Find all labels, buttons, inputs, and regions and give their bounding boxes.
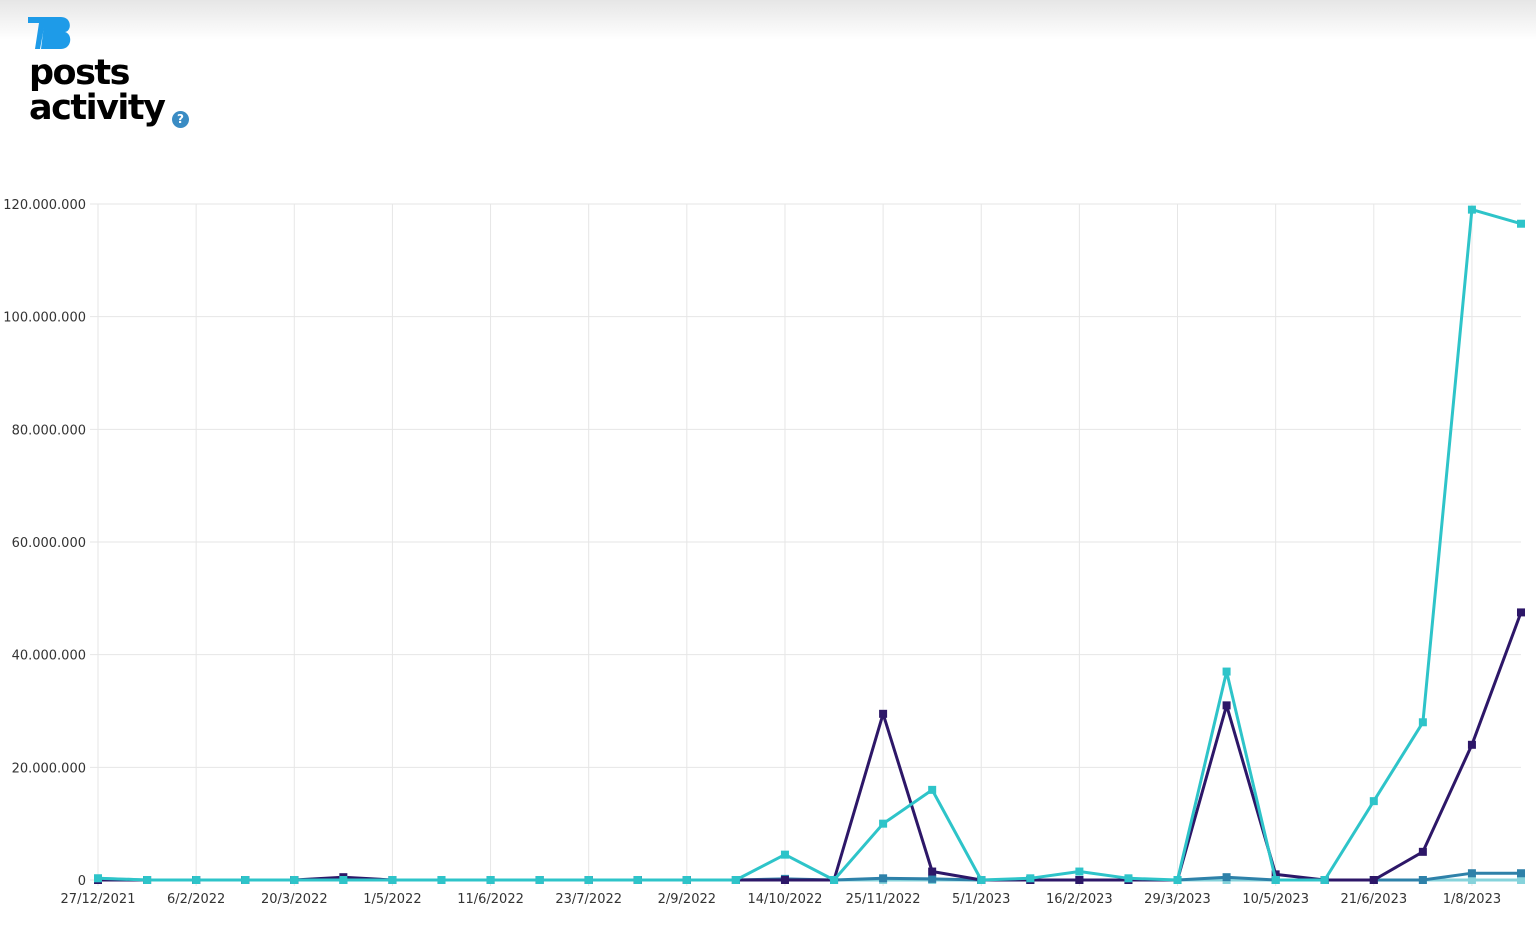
series-purple-point <box>780 876 789 884</box>
title-line-2: activity <box>29 88 166 128</box>
series-teal-point <box>94 874 102 883</box>
series-purple-line <box>98 611 1523 882</box>
series-teal-point <box>192 876 201 884</box>
x-tick-label: 10/5/2023 <box>1242 892 1309 907</box>
series-teal-point <box>339 876 348 884</box>
page-title: posts activity <box>29 53 166 128</box>
series-teal-point <box>1517 219 1525 228</box>
series-teal-point <box>1418 718 1427 727</box>
x-tick-label: 2/9/2022 <box>658 892 716 907</box>
help-icon[interactable]: ? <box>172 111 189 128</box>
y-tick-label: 40.000.000 <box>12 649 86 664</box>
series-teal-point <box>143 876 152 884</box>
series-purple-point <box>1517 608 1525 617</box>
series-purple-point <box>1418 847 1427 856</box>
series-teal-point <box>535 876 544 884</box>
top-shade <box>0 0 1536 40</box>
series-purple-point <box>928 867 937 876</box>
series-blue-point <box>1467 869 1476 878</box>
series-purple-point <box>879 709 888 718</box>
series-purple-point <box>1467 740 1476 749</box>
series-teal-point <box>290 876 299 884</box>
series-teal-point <box>486 876 495 884</box>
y-tick-label: 20.000.000 <box>12 761 86 776</box>
series-teal-point <box>1222 667 1231 676</box>
series-teal-point <box>1320 876 1329 884</box>
series-blue-point <box>1517 869 1525 878</box>
series-blue-point <box>879 874 888 883</box>
series-teal-point <box>1075 867 1084 876</box>
x-tick-label: 20/3/2022 <box>261 892 328 907</box>
y-tick-label: 100.000.000 <box>3 311 86 326</box>
series-teal-point <box>388 876 397 884</box>
series-teal-point <box>1124 874 1133 883</box>
series-teal-point <box>584 876 593 884</box>
series-teal-point <box>633 876 642 884</box>
y-tick-label: 80.000.000 <box>12 423 86 438</box>
series-teal-point <box>830 876 839 884</box>
x-tick-label: 11/6/2022 <box>457 892 524 907</box>
series-purple-point <box>1222 701 1231 710</box>
series-teal-point <box>682 876 691 884</box>
series-blue-point <box>1222 873 1231 882</box>
series-teal-point <box>1467 205 1476 214</box>
series-teal-line <box>97 208 1522 882</box>
series-teal-point <box>780 850 789 859</box>
tb-logo <box>28 17 71 49</box>
x-tick-label: 25/11/2022 <box>846 892 921 907</box>
series-teal-point <box>977 876 986 884</box>
x-tick-label: 6/2/2022 <box>167 892 225 907</box>
series-teal-point <box>879 819 888 828</box>
x-tick-label: 21/6/2023 <box>1340 892 1407 907</box>
series-teal-point <box>1173 876 1182 884</box>
series-light-point <box>1517 876 1525 884</box>
series-teal-point <box>928 785 937 794</box>
x-tick-label: 5/1/2023 <box>952 892 1010 907</box>
series-light-point <box>1467 876 1476 884</box>
y-tick-label: 120.000.000 <box>3 198 86 213</box>
series-purple-point <box>1369 876 1378 884</box>
x-tick-label: 1/8/2023 <box>1443 892 1501 907</box>
x-tick-label: 29/3/2023 <box>1144 892 1211 907</box>
y-tick-label: 60.000.000 <box>12 536 86 551</box>
series-blue-point <box>1418 876 1427 884</box>
series-teal-point <box>1271 876 1280 884</box>
series-purple-point <box>1075 876 1084 884</box>
series-teal-point <box>1026 874 1035 883</box>
series-blue-point <box>928 874 937 883</box>
x-tick-label: 1/5/2022 <box>363 892 421 907</box>
series-teal-point <box>1369 797 1378 806</box>
series-teal-point <box>731 876 740 884</box>
series-teal-point <box>241 876 250 884</box>
x-tick-label: 16/2/2023 <box>1046 892 1113 907</box>
series-teal-point <box>437 876 446 884</box>
x-tick-label: 23/7/2022 <box>555 892 622 907</box>
title-line-1: posts <box>29 53 131 93</box>
x-tick-label: 27/12/2021 <box>61 892 136 907</box>
y-tick-label: 0 <box>78 874 86 889</box>
x-tick-label: 14/10/2022 <box>747 892 822 907</box>
